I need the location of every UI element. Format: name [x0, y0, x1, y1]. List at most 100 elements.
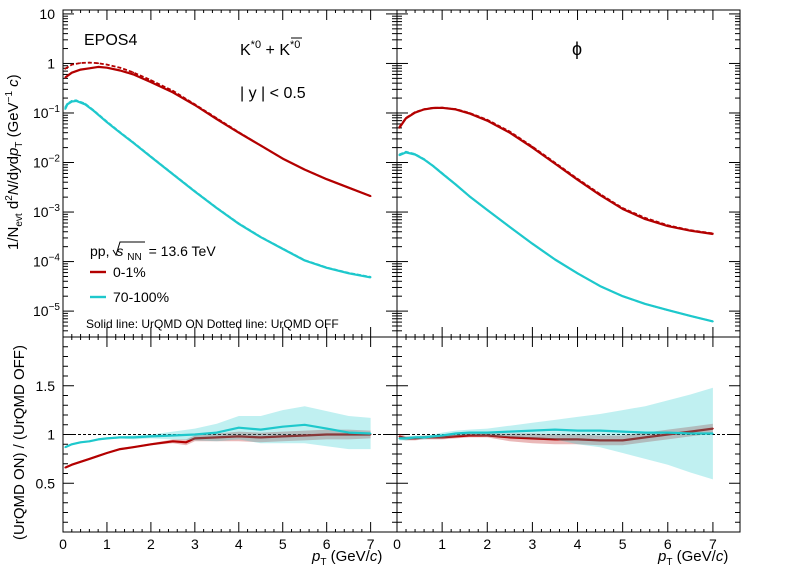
x-tick-label: 4: [574, 536, 582, 552]
data-point: [441, 434, 443, 437]
x-axis-title-part: ): [723, 548, 728, 565]
data-point: [454, 183, 457, 186]
data-point: [509, 130, 511, 133]
data-point: [260, 144, 262, 147]
data-point: [347, 272, 350, 274]
data-point: [398, 126, 401, 128]
data-point: [88, 458, 91, 460]
panel-bottom-right: 0 1 2 3 4 5 6 7: [393, 336, 741, 552]
data-point: [347, 433, 350, 436]
rapidity-label: | y | < 0.5: [240, 85, 306, 102]
y-axis-title-part: −1: [4, 91, 15, 103]
uncertainty-band: [65, 406, 371, 450]
data-point: [468, 434, 471, 437]
data-point: [281, 425, 284, 428]
data-point: [238, 426, 240, 429]
x-axis-title-part: T: [666, 557, 672, 568]
y-tick-exponent: −1: [49, 104, 61, 115]
data-point: [185, 441, 187, 444]
particle-title-part: K: [240, 42, 251, 59]
data-point: [106, 437, 108, 440]
data-point: [97, 66, 99, 68]
y-tick-label: 10−3: [33, 203, 60, 220]
data-point: [689, 430, 692, 433]
y-axis-title-part: 2: [4, 195, 15, 201]
data-point: [398, 153, 401, 156]
data-point: [194, 190, 196, 192]
y-tick-label: 10−5: [33, 302, 60, 319]
data-point: [106, 452, 108, 454]
data-point: [281, 435, 284, 438]
data-point: [712, 427, 714, 430]
y-tick-base: 10: [33, 155, 49, 171]
data-point: [79, 68, 82, 71]
data-point: [71, 443, 73, 446]
legend: 0-1% 70-100%: [90, 264, 169, 305]
data-point: [468, 195, 471, 197]
data-point: [216, 207, 218, 209]
series-line: [398, 106, 714, 235]
x-axis-title-left: pT (GeV/c): [311, 548, 382, 568]
y-axis-title-part: d: [5, 201, 22, 214]
data-point: [486, 119, 489, 121]
data-point: [667, 309, 669, 311]
data-point: [119, 436, 121, 439]
y-tick-base: 10: [33, 303, 49, 319]
data-point: [423, 158, 425, 160]
x-tick-label: 0: [393, 536, 401, 552]
data-point: [106, 63, 108, 66]
x-axis-title-part: (GeV/: [672, 548, 716, 565]
data-point: [423, 436, 425, 439]
x-tick-label: 5: [279, 536, 287, 552]
data-point: [576, 429, 579, 432]
data-point: [509, 436, 511, 439]
uncertainty-band: [65, 429, 371, 469]
data-point: [238, 435, 240, 438]
system-prefix: pp,: [90, 243, 109, 259]
particle-title-part: *0: [290, 39, 300, 51]
data-point: [260, 436, 262, 439]
series-line: [398, 150, 714, 323]
data-point: [576, 438, 579, 441]
data-point: [689, 315, 692, 317]
data-point: [432, 107, 434, 109]
data-point: [64, 68, 66, 70]
x-axis-title-right: pT (GeV/c): [657, 548, 728, 568]
data-point: [468, 431, 471, 434]
x-tick-label: 0: [59, 536, 67, 552]
data-point: [369, 432, 372, 435]
series-line: [64, 61, 371, 197]
data-point: [325, 433, 328, 436]
data-point: [347, 186, 350, 189]
data-point: [599, 193, 601, 195]
data-point: [486, 434, 489, 437]
data-point: [119, 69, 121, 72]
line-style-note: Solid line: UrQMD ON Dotted line: UrQMD …: [86, 317, 339, 331]
data-point: [644, 431, 646, 434]
y-tick-base: 10: [33, 254, 49, 270]
x-tick-label: 1: [438, 536, 446, 552]
data-point: [132, 446, 135, 449]
data-point: [423, 108, 425, 110]
data-point: [486, 431, 489, 434]
data-point: [414, 111, 416, 113]
data-point: [97, 438, 99, 441]
data-point: [414, 153, 416, 155]
y-axis-title-part: (GeV: [5, 102, 22, 141]
data-point: [172, 434, 174, 437]
data-point: [325, 427, 328, 430]
data-point: [454, 432, 457, 435]
data-point: [71, 63, 73, 66]
data-point: [405, 437, 407, 440]
data-point: [432, 435, 434, 438]
particle-title-kstar: K*0 + K*0: [240, 39, 300, 59]
data-point: [405, 150, 407, 153]
y-tick-label: 10−4: [33, 253, 60, 270]
x-tick-label: 7: [367, 536, 375, 552]
data-point: [621, 430, 624, 433]
data-point: [150, 81, 152, 83]
data-point: [194, 433, 196, 436]
y-axis-title-part: p: [5, 148, 22, 157]
data-point: [644, 303, 646, 305]
